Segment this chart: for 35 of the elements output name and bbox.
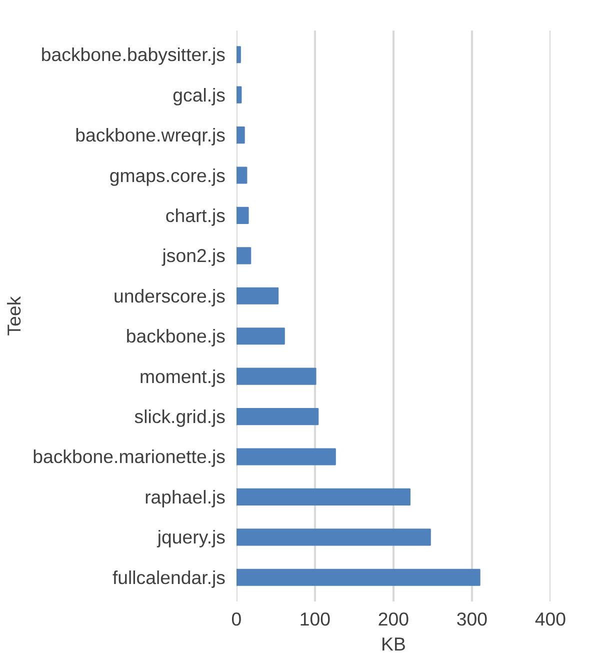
bar (236, 408, 319, 426)
bar (236, 568, 480, 586)
bar (236, 287, 279, 304)
bar (236, 328, 285, 345)
y-tick-label: backbone.marionette.js (32, 446, 226, 468)
bar (236, 528, 431, 546)
x-axis-title: KB (381, 634, 406, 654)
bar (236, 166, 248, 184)
y-tick-label: backbone.js (126, 326, 226, 347)
bar (236, 86, 242, 104)
bar (236, 247, 252, 264)
y-tick-label: raphael.js (144, 486, 226, 508)
y-tick-label: json2.js (161, 245, 226, 266)
bar (236, 126, 245, 144)
y-tick-label: underscore.js (114, 285, 226, 306)
y-tick-label: slick.grid.js (134, 406, 226, 428)
x-tick-label: 200 (378, 608, 410, 630)
bar (236, 46, 241, 64)
x-tick-label: 100 (299, 608, 331, 630)
y-axis-title: Teek (4, 296, 25, 336)
y-tick-label: backbone.wreqr.js (75, 124, 226, 146)
y-tick-label: jquery.js (156, 526, 226, 548)
bar (236, 488, 410, 506)
y-tick-label: chart.js (165, 204, 226, 226)
y-tick-label: gcal.js (172, 84, 226, 106)
y-tick-label: moment.js (139, 366, 226, 387)
bar (236, 448, 336, 466)
y-tick-label: backbone.babysitter.js (40, 44, 226, 66)
y-tick-label: gmaps.core.js (109, 164, 226, 186)
x-tick-label: 300 (456, 608, 488, 630)
bar (236, 368, 316, 385)
y-tick-label: fullcalendar.js (112, 566, 226, 588)
x-tick-label: 400 (534, 608, 566, 630)
x-tick-label: 0 (231, 608, 242, 630)
bar (236, 206, 249, 224)
